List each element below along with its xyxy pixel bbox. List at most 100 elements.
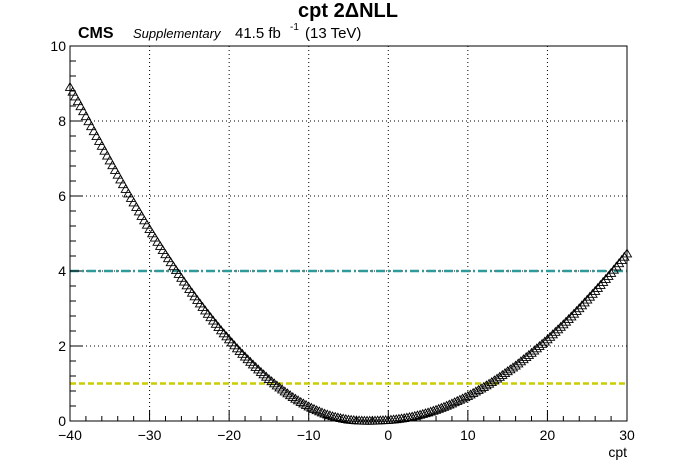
data-point: [306, 402, 317, 412]
data-point: [292, 395, 304, 405]
data-point: [83, 116, 94, 126]
data-point: [72, 96, 84, 106]
y-tick-label: 10: [50, 38, 66, 54]
data-point: [597, 276, 609, 286]
tick-labels: −40 −30 −20 −10 0 10 20 30 0 2 4 6 8 10: [50, 38, 635, 443]
data-point: [534, 340, 545, 350]
data-point: [141, 219, 153, 229]
reference-lines: [70, 269, 627, 385]
data-point: [603, 270, 614, 280]
data-point: [276, 384, 288, 394]
data-point: [576, 300, 588, 310]
data-point: [579, 297, 590, 307]
x-tick-label: −30: [138, 427, 162, 443]
data-point: [152, 236, 163, 246]
data-point: [584, 291, 596, 301]
x-tick-label: −40: [58, 427, 82, 443]
data-point: [117, 179, 129, 189]
data-point: [154, 240, 166, 250]
data-point: [284, 390, 296, 400]
x-tick-label: 20: [540, 427, 556, 443]
data-point: [571, 305, 582, 315]
data-point: [75, 101, 86, 111]
axis-ticks: [69, 45, 628, 422]
data-point: [552, 324, 564, 334]
x-tick-label: 10: [460, 427, 476, 443]
data-point: [528, 345, 540, 355]
data-point: [613, 258, 625, 268]
data-point: [128, 197, 139, 207]
data-point: [274, 382, 285, 392]
data-point: [467, 387, 479, 397]
data-point: [449, 397, 460, 407]
data-point: [101, 150, 113, 160]
data-point: [616, 254, 627, 264]
data-point: [316, 407, 328, 417]
data-point: [80, 111, 92, 121]
data-point: [282, 388, 293, 398]
data-point: [475, 383, 487, 393]
data-point: [144, 223, 155, 233]
x-tick-label: 0: [384, 427, 392, 443]
data-point: [536, 338, 548, 348]
data-point: [555, 321, 566, 331]
data-point: [107, 160, 118, 170]
data-point: [138, 215, 150, 225]
data-point: [563, 313, 574, 323]
data-point: [592, 282, 604, 292]
data-point: [478, 381, 490, 391]
x-axis-title: cpt: [608, 444, 627, 460]
data-point: [451, 395, 463, 405]
data-point: [104, 155, 116, 165]
data-point: [279, 386, 291, 396]
data-point: [324, 410, 336, 420]
data-point: [470, 386, 482, 396]
data-point: [327, 411, 338, 421]
data-point: [311, 405, 322, 415]
data-point: [481, 380, 492, 390]
data-point: [263, 373, 275, 383]
data-point: [531, 343, 543, 353]
y-tick-label: 6: [58, 188, 66, 204]
data-point: [444, 399, 455, 409]
data-point: [544, 331, 556, 341]
data-point: [287, 391, 299, 401]
experiment-label: CMS: [78, 25, 114, 42]
data-point: [314, 406, 325, 416]
data-point: [608, 264, 620, 274]
data-point: [542, 334, 553, 344]
data-point: [340, 413, 352, 423]
data-point: [523, 349, 535, 359]
data-point: [88, 126, 100, 136]
data-point: [85, 121, 97, 131]
lumi-label: 41.5 fb: [235, 25, 281, 42]
data-point: [573, 303, 585, 313]
data-point: [550, 326, 561, 336]
data-point: [157, 244, 169, 254]
data-point: [266, 376, 277, 386]
x-tick-label: −20: [217, 427, 241, 443]
data-point: [149, 232, 161, 242]
data-point: [611, 261, 622, 271]
grid: [70, 46, 627, 421]
data-point: [566, 311, 577, 321]
data-point: [587, 288, 598, 298]
data-point: [595, 279, 606, 289]
x-tick-label: −10: [297, 427, 321, 443]
y-tick-label: 2: [58, 338, 66, 354]
data-point: [112, 169, 124, 179]
data-point: [99, 145, 110, 155]
y-tick-label: 4: [58, 263, 66, 279]
data-point: [547, 329, 559, 339]
data-point: [560, 316, 572, 326]
y-tick-label: 0: [58, 413, 66, 429]
data-point: [271, 380, 283, 390]
data-point: [465, 389, 476, 399]
data-point: [70, 91, 81, 101]
data-point: [539, 336, 551, 346]
data-point: [298, 398, 309, 408]
data-point: [568, 308, 580, 318]
chart-title: cpt 2ΔNLL: [298, 0, 398, 22]
data-point: [473, 384, 484, 394]
